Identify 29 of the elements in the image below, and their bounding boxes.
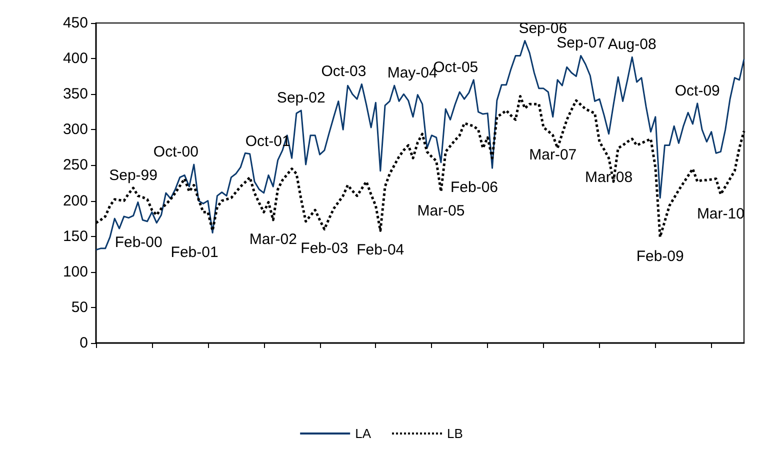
legend-label: LA bbox=[355, 426, 372, 441]
data-label: Mar-07 bbox=[529, 146, 577, 164]
y-tick-label: 50 bbox=[71, 298, 88, 316]
data-label: Feb-03 bbox=[300, 240, 348, 258]
data-label: Sep-99 bbox=[109, 166, 158, 184]
data-label: Feb-00 bbox=[114, 234, 162, 251]
y-tick-label: 100 bbox=[62, 263, 88, 280]
data-label: Sep-07 bbox=[556, 34, 606, 52]
data-label: Oct-03 bbox=[321, 63, 366, 80]
data-label: Mar-05 bbox=[417, 202, 465, 220]
y-tick-label: 400 bbox=[62, 50, 88, 68]
data-label: Feb-06 bbox=[450, 179, 498, 196]
data-label: Feb-04 bbox=[356, 242, 404, 259]
y-tick-label: 250 bbox=[62, 156, 88, 174]
data-label: Mar-10 bbox=[696, 205, 744, 222]
data-label: Aug-08 bbox=[608, 36, 656, 54]
data-label: Sep-02 bbox=[276, 89, 326, 106]
y-tick-label: 300 bbox=[62, 121, 88, 138]
legend-label: LB bbox=[447, 426, 463, 441]
data-label: Oct-00 bbox=[153, 144, 198, 161]
data-label: Mar-02 bbox=[249, 230, 297, 248]
data-label: Oct-09 bbox=[674, 82, 720, 100]
y-tick-label: 150 bbox=[62, 228, 88, 245]
data-label: Feb-01 bbox=[170, 244, 218, 261]
data-label: Feb-09 bbox=[636, 248, 684, 266]
y-tick-label: 200 bbox=[62, 192, 88, 210]
y-tick-label: 0 bbox=[80, 334, 88, 352]
y-tick-label: 350 bbox=[62, 86, 88, 103]
y-tick-label: 450 bbox=[62, 14, 88, 32]
